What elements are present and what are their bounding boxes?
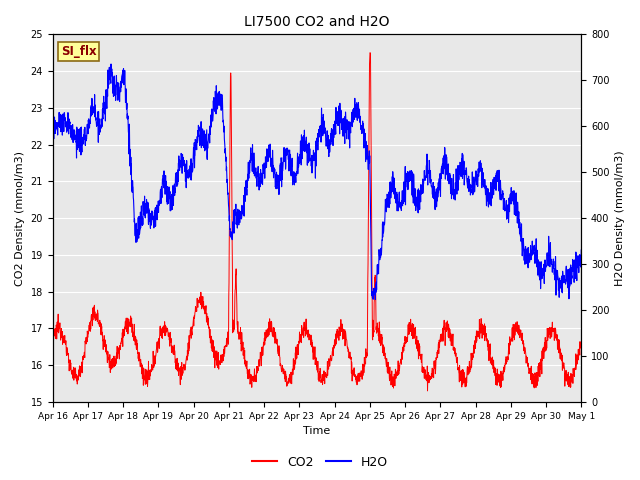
X-axis label: Time: Time (303, 426, 331, 436)
Legend: CO2, H2O: CO2, H2O (247, 451, 393, 474)
Y-axis label: CO2 Density (mmol/m3): CO2 Density (mmol/m3) (15, 151, 25, 286)
Text: SI_flx: SI_flx (61, 46, 97, 59)
Title: LI7500 CO2 and H2O: LI7500 CO2 and H2O (244, 15, 390, 29)
Y-axis label: H2O Density (mmol/m3): H2O Density (mmol/m3) (615, 150, 625, 286)
